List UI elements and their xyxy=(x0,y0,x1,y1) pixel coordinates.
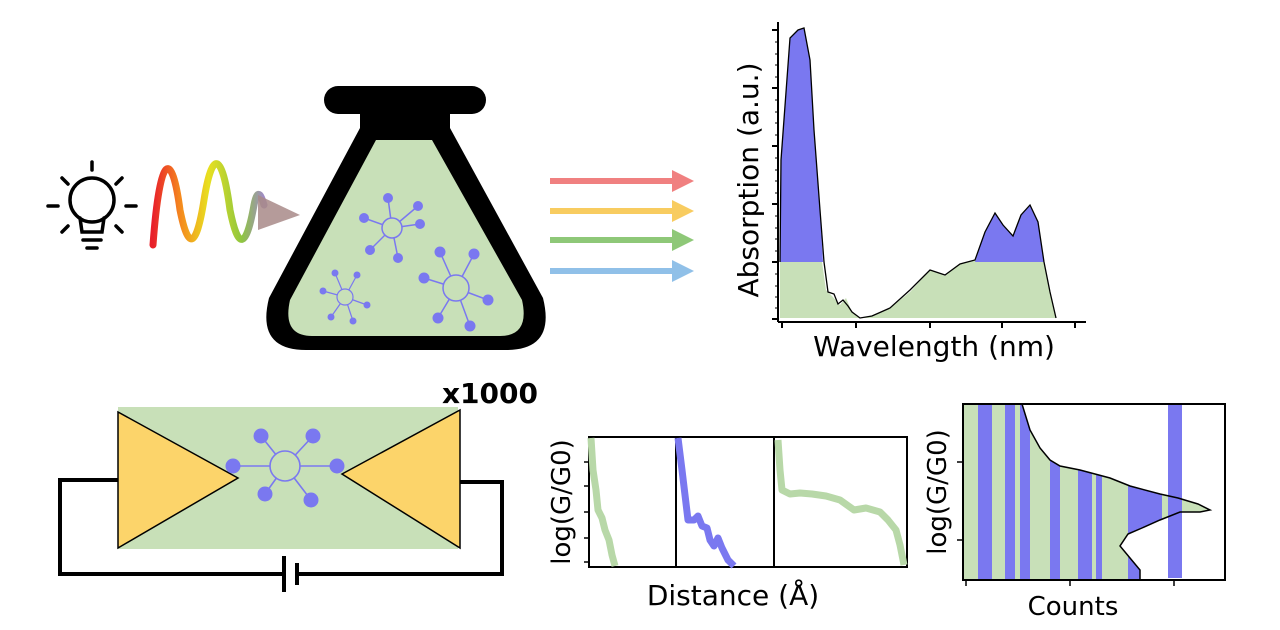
traces-y-ticks xyxy=(584,461,589,563)
trace-1 xyxy=(587,437,619,567)
right-electrode xyxy=(340,408,461,550)
circuit-wire xyxy=(58,478,504,576)
flask-icon xyxy=(266,86,546,350)
absorption-y-ticks xyxy=(772,29,778,320)
traces-plot: Distance (Å) log(G/G0) xyxy=(547,436,908,612)
absorption-xlabel: Wavelength (nm) xyxy=(813,330,1055,363)
absorption-green-area xyxy=(780,260,1056,318)
arrow-blue xyxy=(550,260,694,282)
absorption-y-minor-ticks xyxy=(775,41,778,309)
absorption-x-ticks xyxy=(781,322,1076,328)
transmitted-light-arrows xyxy=(550,170,694,282)
molecule-icon xyxy=(418,246,494,332)
histogram-ticks xyxy=(957,461,1175,586)
molecule-icon xyxy=(319,269,371,325)
battery-icon xyxy=(282,556,299,592)
histogram-outline xyxy=(1021,404,1213,580)
absorption-peak-uv xyxy=(780,28,823,262)
light-bulb-icon xyxy=(46,160,138,250)
trace-3 xyxy=(774,439,908,566)
trace-2 xyxy=(674,437,737,569)
histogram-plot: Counts log(G/G0) xyxy=(923,403,1226,622)
traces-ylabel: log(G/G0) xyxy=(547,439,577,565)
absorption-plot: Wavelength (nm) Absorption (a.u.) xyxy=(732,22,1086,363)
absorption-ylabel: Absorption (a.u.) xyxy=(732,62,765,297)
absorption-curve xyxy=(779,27,1057,319)
left-electrode xyxy=(117,410,240,550)
histogram-ylabel: log(G/G0) xyxy=(923,429,953,555)
arrow-green xyxy=(550,229,694,251)
wave-icon xyxy=(149,160,300,249)
histogram-xlabel: Counts xyxy=(1028,592,1119,622)
arrow-yellow xyxy=(550,200,694,222)
repeat-label: x1000 xyxy=(442,377,538,410)
arrow-red xyxy=(550,170,694,192)
traces-xlabel: Distance (Å) xyxy=(647,578,819,612)
molecule-icon xyxy=(359,193,425,263)
junction-diagram: x1000 xyxy=(58,377,538,592)
molecule-icon xyxy=(225,428,345,508)
